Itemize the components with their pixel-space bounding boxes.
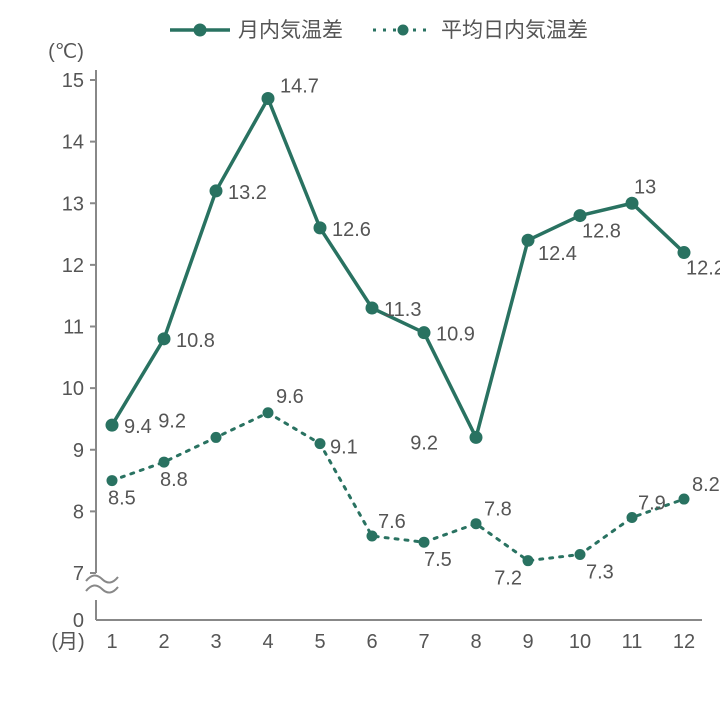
daily-marker [575,549,586,560]
x-tick-label: 4 [262,631,273,653]
legend-label: 平均日内気温差 [441,19,588,42]
x-tick-label: 2 [158,631,169,653]
daily-value-label: 7.2 [494,568,522,590]
monthly-value-label: 12.4 [538,243,577,265]
y-tick-label: 0 [73,610,84,632]
daily-marker [263,407,274,418]
monthly-value-label: 13 [634,176,656,198]
monthly-value-label: 10.9 [436,324,475,346]
daily-marker [159,457,170,468]
daily-value-label: 9.6 [276,386,304,408]
monthly-value-label: 12.6 [332,219,371,241]
y-tick-label: 13 [62,193,84,215]
monthly-marker [314,221,327,234]
monthly-value-label: 9.4 [124,416,152,438]
daily-marker [315,438,326,449]
daily-value-label: 7.8 [484,499,512,521]
monthly-marker [106,419,119,432]
daily-value-label: 7.9 [638,493,666,515]
y-tick-label: 15 [62,70,84,92]
y-tick-label: 10 [62,378,84,400]
y-tick-label: 12 [62,255,84,277]
x-tick-label: 5 [314,631,325,653]
daily-marker [211,432,222,443]
daily-marker [523,555,534,566]
monthly-marker [522,234,535,247]
daily-value-label: 8.5 [108,488,136,510]
monthly-value-label: 13.2 [228,182,267,204]
monthly-marker [366,302,379,315]
x-tick-label: 3 [210,631,221,653]
monthly-marker [262,92,275,105]
monthly-marker [418,326,431,339]
daily-marker [627,512,638,523]
legend-label: 月内気温差 [238,19,343,42]
daily-marker [367,531,378,542]
daily-value-label: 9.2 [158,410,186,432]
daily-marker [679,494,690,505]
x-tick-label: 11 [622,631,643,653]
x-tick-label: 10 [569,631,591,653]
daily-value-label: 8.8 [160,469,188,491]
monthly-value-label: 10.8 [176,330,215,352]
daily-marker [419,537,430,548]
x-tick-label: 7 [418,631,429,653]
x-axis-label: (月) [51,631,84,653]
x-tick-label: 6 [366,631,377,653]
monthly-marker [470,431,483,444]
daily-marker [471,518,482,529]
daily-value-label: 8.2 [692,474,720,496]
temperature-chart: 0789101112131415(℃)123456789101112(月)月内気… [0,0,720,720]
monthly-marker [210,184,223,197]
monthly-value-label: 12.8 [582,221,621,243]
y-tick-label: 7 [73,563,84,585]
x-tick-label: 9 [522,631,533,653]
daily-marker [107,475,118,486]
monthly-value-label: 9.2 [410,432,438,454]
daily-value-label: 7.6 [378,511,406,533]
daily-value-label: 7.3 [586,562,614,584]
monthly-marker [626,197,639,210]
monthly-value-label: 12.2 [686,258,720,280]
daily-value-label: 7.5 [424,549,452,571]
monthly-value-label: 14.7 [280,75,319,97]
y-axis-label: (℃) [48,41,84,63]
monthly-marker [158,332,171,345]
x-tick-label: 8 [470,631,481,653]
x-tick-label: 1 [106,631,117,653]
monthly-value-label: 11.3 [384,299,421,321]
y-tick-label: 9 [73,440,84,462]
x-tick-label: 12 [673,631,695,653]
y-tick-label: 14 [62,132,84,154]
daily-value-label: 9.1 [330,437,358,459]
y-tick-label: 11 [63,317,84,339]
y-tick-label: 8 [73,501,84,523]
